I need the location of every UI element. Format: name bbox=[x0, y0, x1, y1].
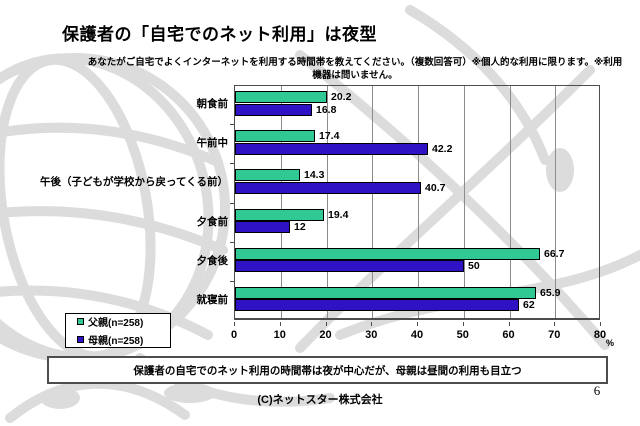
bar-value-label: 14.3 bbox=[304, 169, 325, 181]
category-label: 夕食後 bbox=[196, 255, 229, 267]
bar-mother bbox=[235, 143, 428, 155]
y-axis-tick bbox=[230, 163, 234, 164]
bar-value-label: 62 bbox=[523, 299, 535, 311]
summary-text: 保護者の自宅でのネット利用の時間帯は夜が中心だが、母親は昼間の利用も目立つ bbox=[133, 364, 522, 377]
bar-value-label: 12 bbox=[294, 221, 306, 233]
bar-father bbox=[235, 287, 536, 299]
bar-mother bbox=[235, 299, 519, 311]
chart-question: あなたがご自宅でよくインターネットを利用する時間帯を教えてください。（複数回答可… bbox=[75, 56, 635, 82]
x-axis-tick-label: 50 bbox=[456, 329, 469, 341]
bar-mother bbox=[235, 221, 290, 233]
x-axis-tick-label: 60 bbox=[502, 329, 515, 341]
x-axis-tick bbox=[462, 322, 464, 326]
category-label: 就寝前 bbox=[196, 294, 229, 306]
bar-mother bbox=[235, 104, 312, 116]
legend-label: 母親(n=258) bbox=[88, 336, 144, 347]
y-axis-tick bbox=[230, 203, 234, 204]
bar-value-label: 65.9 bbox=[540, 287, 561, 299]
bar-value-label: 50 bbox=[468, 260, 480, 272]
gridline bbox=[555, 86, 557, 318]
x-axis-tick-label: 70 bbox=[548, 329, 561, 341]
gridline bbox=[509, 86, 511, 318]
y-axis-tick bbox=[230, 242, 234, 243]
category-label: 夕食前 bbox=[196, 216, 229, 228]
x-axis-tick bbox=[554, 322, 556, 326]
legend-swatch-icon bbox=[77, 318, 84, 325]
bar-value-label: 40.7 bbox=[425, 182, 446, 194]
bar-father bbox=[235, 209, 324, 221]
bar-father bbox=[235, 169, 300, 181]
category-label: 朝食前 bbox=[196, 98, 229, 110]
x-axis-tick-label: 20 bbox=[319, 329, 332, 341]
x-axis-tick-label: 0 bbox=[230, 329, 238, 341]
y-axis-tick bbox=[230, 124, 234, 125]
x-axis-tick bbox=[417, 322, 418, 326]
x-axis-tick bbox=[371, 322, 373, 326]
x-axis-tick-label: 80 bbox=[593, 329, 607, 341]
bar-father bbox=[235, 91, 327, 103]
copyright-text: (C)ネットスター株式会社 bbox=[257, 394, 383, 406]
chart-question-line1: あなたがご自宅でよくインターネットを利用する時間帯を教えてください。（複数回答可… bbox=[87, 57, 623, 68]
axis-unit-label: % bbox=[606, 338, 615, 348]
plot-area: 20.2 16.8 17.4 42.2 14.3 40.7 19.4 12 66.7 50 65.9… bbox=[234, 85, 600, 320]
legend-item-father: 父親(n=258) bbox=[77, 314, 170, 329]
gridline bbox=[372, 86, 374, 318]
x-axis-tick bbox=[600, 322, 601, 326]
x-axis-tick bbox=[234, 322, 235, 326]
bar-value-label: 17.4 bbox=[319, 130, 340, 142]
chart-legend: 父親(n=258) 母親(n=258) bbox=[65, 313, 171, 348]
x-axis-tick bbox=[279, 322, 281, 326]
x-axis-tick-label: 30 bbox=[365, 329, 378, 341]
page-title: 保護者の「自宅でのネット利用」は夜型 bbox=[62, 25, 377, 44]
y-axis-tick bbox=[230, 281, 234, 282]
bar-mother bbox=[235, 260, 464, 272]
x-axis-tick-label: 40 bbox=[410, 329, 424, 341]
bar-value-label: 16.8 bbox=[316, 104, 337, 116]
page-number: 6 bbox=[593, 383, 601, 398]
bar-father bbox=[235, 248, 540, 260]
summary-box: 保護者の自宅でのネット利用の時間帯は夜が中心だが、母親は昼間の利用も目立つ bbox=[47, 356, 608, 384]
gridline bbox=[418, 86, 419, 318]
gridline bbox=[280, 86, 282, 318]
bar-value-label: 20.2 bbox=[331, 91, 352, 103]
category-label: 午後（子どもが学校から戻ってくる前） bbox=[40, 176, 228, 188]
bar-value-label: 42.2 bbox=[432, 143, 453, 155]
x-axis-tick bbox=[508, 322, 510, 326]
x-axis-tick-label: 10 bbox=[273, 329, 286, 341]
category-label: 午前中 bbox=[196, 137, 229, 149]
gridline bbox=[463, 86, 465, 318]
gridline bbox=[326, 86, 328, 318]
bar-value-label: 66.7 bbox=[544, 248, 565, 260]
legend-swatch-icon bbox=[77, 336, 84, 343]
x-axis-tick bbox=[325, 322, 327, 326]
bar-mother bbox=[235, 182, 421, 194]
legend-item-mother: 母親(n=258) bbox=[77, 332, 170, 347]
bar-value-label: 19.4 bbox=[328, 209, 349, 221]
bar-father bbox=[235, 130, 315, 142]
legend-label: 父親(n=258) bbox=[88, 318, 144, 329]
chart-question-line2: 機器は問いません。 bbox=[312, 70, 398, 81]
